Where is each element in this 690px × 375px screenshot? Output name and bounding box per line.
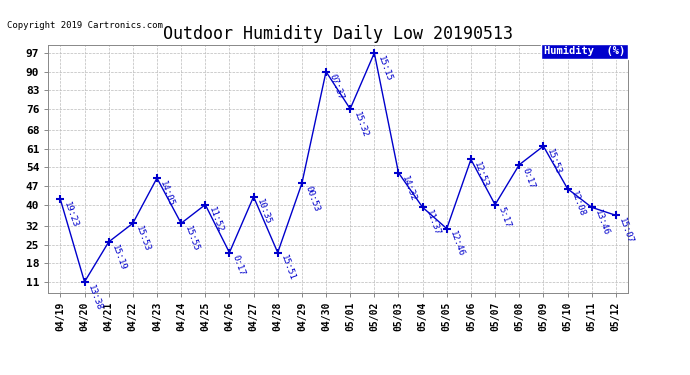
Text: 10:35: 10:35 — [255, 198, 273, 226]
Text: 15:53: 15:53 — [545, 147, 562, 176]
Text: 14:05: 14:05 — [159, 180, 176, 208]
Text: 15:19: 15:19 — [110, 243, 128, 272]
Text: 15:07: 15:07 — [618, 217, 635, 245]
Text: 12:08: 12:08 — [569, 190, 586, 218]
Text: 11:52: 11:52 — [207, 206, 224, 234]
Text: 0:17: 0:17 — [521, 166, 536, 189]
Text: 15:15: 15:15 — [376, 54, 393, 83]
Title: Outdoor Humidity Daily Low 20190513: Outdoor Humidity Daily Low 20190513 — [163, 26, 513, 44]
Text: 07:37: 07:37 — [328, 73, 345, 101]
Text: 15:55: 15:55 — [183, 225, 200, 253]
Text: 15:51: 15:51 — [279, 254, 297, 282]
Text: 15:32: 15:32 — [352, 110, 369, 139]
Text: 00:53: 00:53 — [304, 185, 321, 213]
Text: Humidity  (%): Humidity (%) — [544, 46, 625, 56]
Text: 12:46: 12:46 — [448, 230, 466, 258]
Text: 13:38: 13:38 — [86, 283, 104, 312]
Text: Copyright 2019 Cartronics.com: Copyright 2019 Cartronics.com — [7, 21, 163, 30]
Text: 19:23: 19:23 — [62, 201, 79, 229]
Text: 13:46: 13:46 — [593, 209, 611, 237]
Text: 5:17: 5:17 — [497, 206, 512, 230]
Text: 15:53: 15:53 — [135, 225, 152, 253]
Text: 14:32: 14:32 — [400, 174, 417, 202]
Text: 0:17: 0:17 — [231, 254, 246, 277]
Text: 12:53: 12:53 — [473, 161, 490, 189]
Text: 11:37: 11:37 — [424, 209, 442, 237]
